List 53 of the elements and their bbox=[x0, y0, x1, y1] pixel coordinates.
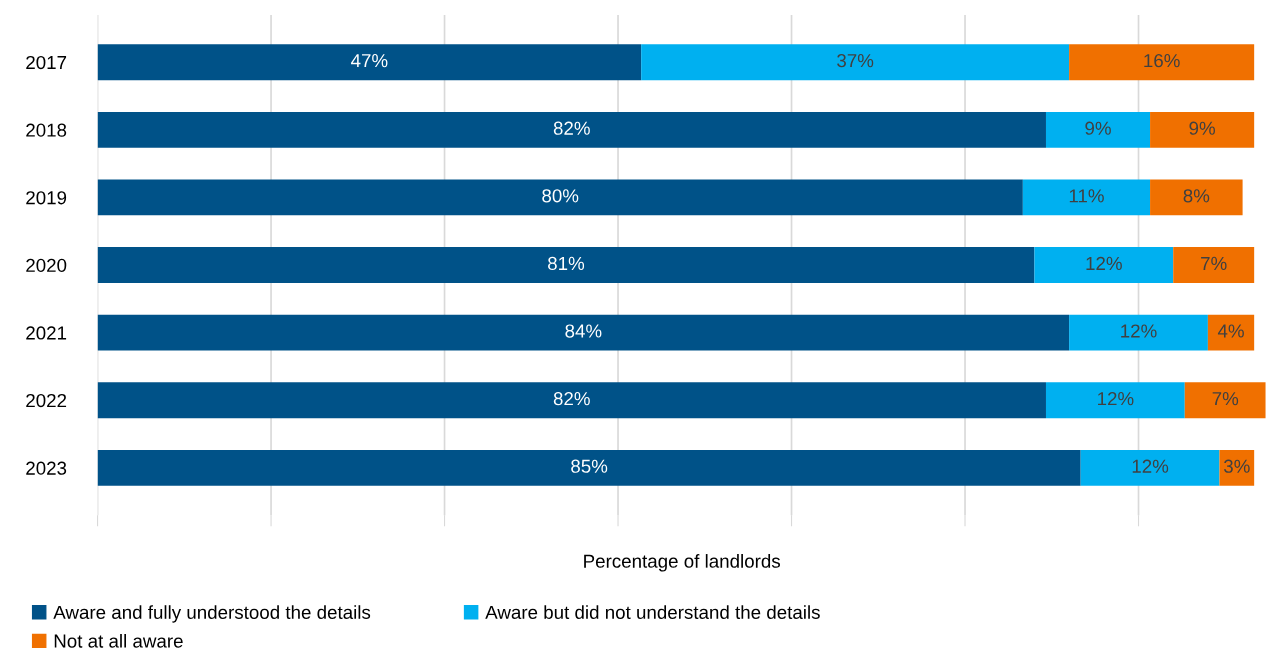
data-label: 11% bbox=[1069, 189, 1104, 203]
legend-label: Not at all aware bbox=[54, 633, 183, 648]
y-tick-label: 2020 bbox=[26, 258, 67, 273]
data-label: 84% bbox=[565, 324, 602, 338]
y-tick-label: 2017 bbox=[26, 55, 67, 70]
bar bbox=[1045, 111, 1151, 148]
data-label: 12% bbox=[1121, 324, 1157, 338]
data-label: 47% bbox=[351, 54, 388, 68]
x-axis-title: Percentage of landlords bbox=[584, 554, 780, 572]
y-tick-label: 2022 bbox=[26, 393, 67, 408]
y-tick-label: 2021 bbox=[26, 326, 67, 340]
data-label: 80% bbox=[542, 189, 579, 203]
y-tick-label: 2023 bbox=[26, 461, 67, 475]
bar bbox=[97, 382, 1046, 419]
bar bbox=[1219, 449, 1255, 486]
data-label: 8% bbox=[1183, 189, 1210, 203]
data-label: 4% bbox=[1217, 324, 1244, 338]
data-label: 81% bbox=[548, 256, 585, 271]
bar bbox=[1150, 179, 1243, 216]
bar bbox=[1184, 382, 1266, 419]
data-label: 12% bbox=[1098, 391, 1134, 406]
bar bbox=[97, 314, 1070, 351]
bar bbox=[1069, 314, 1208, 351]
y-tick-label: 2019 bbox=[26, 191, 67, 205]
bar bbox=[1022, 179, 1151, 216]
data-label: 16% bbox=[1144, 53, 1180, 68]
bar bbox=[97, 247, 1035, 283]
bar bbox=[1069, 44, 1255, 81]
data-label: 85% bbox=[571, 459, 608, 473]
data-label: 82% bbox=[553, 121, 590, 135]
data-label: 3% bbox=[1223, 459, 1250, 473]
bar bbox=[1150, 111, 1255, 148]
bar bbox=[1080, 449, 1220, 486]
bar bbox=[97, 44, 642, 81]
legend-label: Aware and fully understood the details bbox=[53, 605, 371, 623]
data-label: 9% bbox=[1085, 121, 1111, 135]
data-label: 12% bbox=[1132, 459, 1169, 473]
data-label: 9% bbox=[1189, 121, 1215, 135]
data-label: 7% bbox=[1201, 256, 1227, 270]
legend-label: Aware but did not understand the details bbox=[485, 605, 820, 619]
data-label: 82% bbox=[553, 391, 590, 406]
bar bbox=[97, 111, 1046, 148]
bar bbox=[1173, 247, 1255, 283]
y-tick-label: 2018 bbox=[26, 123, 67, 137]
data-label: 7% bbox=[1212, 392, 1239, 406]
data-label: 37% bbox=[837, 53, 874, 68]
bar bbox=[1034, 247, 1174, 283]
data-label: 12% bbox=[1086, 256, 1122, 270]
bar bbox=[1045, 382, 1185, 419]
bar bbox=[97, 449, 1081, 486]
bar bbox=[1207, 314, 1255, 351]
bar bbox=[641, 44, 1070, 81]
bar bbox=[97, 179, 1023, 216]
